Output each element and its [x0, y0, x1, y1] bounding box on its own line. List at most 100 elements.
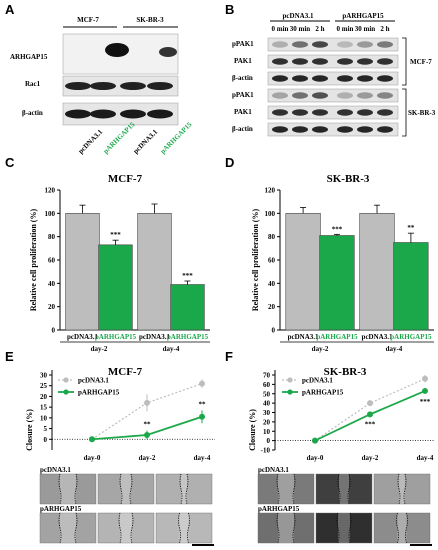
micrograph-tile — [315, 512, 373, 544]
chart-d-bar — [359, 213, 395, 331]
chart-f-ytick-label: 20 — [263, 418, 271, 426]
panel-label-c: C — [5, 155, 15, 170]
chart-e-title: MCF-7 — [108, 366, 143, 378]
chart-c-significance: *** — [182, 272, 193, 280]
chart-e-ytick-label: 5 — [44, 425, 48, 433]
chart-e-ytick-label: 20 — [40, 393, 48, 401]
chart-d-ytick-label: 60 — [268, 257, 276, 265]
blot-b-band — [272, 58, 288, 65]
micrograph-tile — [39, 473, 97, 505]
chart-f-legend-marker — [287, 389, 293, 395]
blot-a-band — [147, 82, 173, 90]
chart-c-ytick-label: 60 — [48, 257, 56, 265]
micrograph-tile — [257, 512, 315, 544]
blot-a-band — [120, 82, 146, 90]
blot-b-band — [337, 75, 353, 82]
chart-f-ytick-label: 40 — [263, 400, 271, 408]
chart-e-ytick-label: 25 — [40, 382, 48, 390]
chart-c-bar — [137, 213, 172, 331]
blot-b-time-6: 2 h — [380, 25, 389, 33]
wound-edge — [403, 473, 407, 505]
closure-chart-mcf7: MCF-7 Closure (%) 0 5 10 15 20 25 30 day-0 day-2… — [25, 366, 215, 462]
wound-gap — [278, 474, 294, 504]
blot-b-band — [292, 126, 308, 133]
wound-edge — [348, 512, 352, 544]
chart-c-ytick-label: 100 — [45, 210, 56, 218]
blot-b-band — [357, 92, 373, 99]
wound-edge — [58, 473, 62, 505]
chart-e-point — [199, 380, 205, 387]
chart-d-ylabel: Relative cell proliferation (%) — [251, 209, 260, 312]
blot-b-time-1: 0 min — [272, 25, 289, 33]
micro-e-row-label-1: pcDNA3.1 — [40, 466, 71, 474]
wound-edge — [347, 473, 351, 505]
blot-b-group-2: pARHGAP15 — [342, 12, 384, 20]
wound-edge — [292, 512, 296, 544]
chart-d-ytick-label: 40 — [268, 280, 276, 288]
blot-b-band — [377, 75, 393, 82]
chart-e-significance: ** — [199, 400, 207, 408]
blot-b-band — [312, 41, 328, 48]
chart-e-xtick-label: day-0 — [84, 454, 101, 462]
micrograph-tile — [257, 473, 315, 505]
panel-label-e: E — [5, 349, 14, 364]
chart-e-legend-marker — [63, 389, 69, 395]
blot-b-band — [337, 109, 353, 116]
wound-edge — [179, 473, 183, 505]
wound-gap — [179, 513, 189, 543]
wound-gap — [60, 474, 76, 504]
wound-edge — [185, 473, 189, 505]
micrograph-tile — [97, 473, 155, 505]
blot-b-band — [357, 75, 373, 82]
blot-b-band — [292, 41, 308, 48]
chart-f-legend-label: pARHGAP15 — [302, 389, 344, 397]
chart-c-group-label: day-2 — [91, 345, 108, 353]
chart-d-bar — [319, 235, 355, 331]
micro-f-row-label-1: pcDNA3.1 — [258, 466, 289, 474]
chart-e-point — [144, 432, 150, 438]
micrograph-tile — [97, 512, 155, 544]
wound-edge — [74, 512, 78, 544]
chart-c-category-label: pARHGAP15 — [167, 333, 209, 341]
panel-label-a: A — [5, 2, 15, 17]
wound-edge — [129, 473, 133, 505]
chart-d-category-label: pARHGAP15 — [390, 333, 432, 341]
wound-edge — [74, 473, 78, 505]
blot-b-row-6: β-actin — [232, 125, 253, 133]
chart-e-ytick-label: 30 — [40, 372, 48, 380]
chart-f-xtick-label: day-0 — [307, 454, 324, 462]
wound-edge — [405, 512, 408, 544]
chart-c-category-label: pcDNA3.1 — [139, 333, 170, 341]
chart-f-title: SK-BR-3 — [324, 366, 367, 378]
blot-b-band — [377, 58, 393, 65]
chart-d-significance: *** — [332, 225, 343, 233]
chart-f-xtick-label: day-4 — [417, 454, 434, 462]
chart-f-significance: *** — [420, 398, 431, 406]
blot-a-lane-1: pcDNA3.1 — [77, 128, 105, 156]
micro-f-row-label-2: pARHGAP15 — [258, 505, 300, 513]
chart-f-ytick-label: 70 — [263, 372, 271, 380]
blot-b-band — [272, 126, 288, 133]
blot-b-band — [272, 92, 288, 99]
chart-d-group-label: day-2 — [312, 345, 329, 353]
chart-f-legend-label: pcDNA3.1 — [302, 377, 333, 385]
chart-e-point — [144, 399, 150, 406]
micro-e-row-label-2: pARHGAP15 — [40, 505, 82, 513]
chart-f-point — [422, 375, 428, 382]
chart-f-point — [367, 411, 373, 418]
blot-b-cellline-1: MCF-7 — [410, 58, 432, 66]
blot-b-band — [377, 126, 393, 133]
blot-b-band — [377, 92, 393, 99]
blot-b-band — [292, 75, 308, 82]
chart-d-ytick-label: 120 — [265, 187, 276, 195]
chart-e-point — [89, 436, 95, 443]
chart-c-category-label: pARHGAP15 — [95, 333, 137, 341]
wound-edge — [276, 473, 280, 505]
chart-f-point — [422, 387, 428, 394]
chart-c-ytick-label: 80 — [48, 233, 56, 241]
chart-e-xtick-label: day-4 — [194, 454, 211, 462]
chart-f-xtick-label: day-2 — [362, 454, 379, 462]
blot-b-band — [377, 41, 393, 48]
chart-e-ytick-label: 15 — [40, 404, 48, 412]
